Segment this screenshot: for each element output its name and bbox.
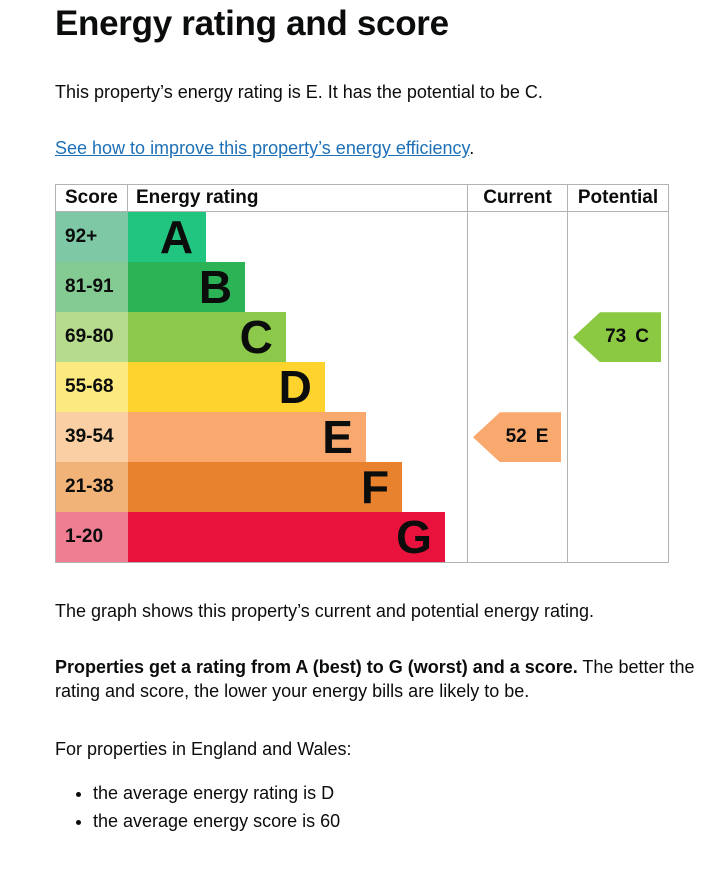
score-range-cell: 92+ [56,212,128,263]
chart-band-row: 39-54 E [56,411,467,464]
current-score-value: 52 [505,426,527,448]
rating-explanation-bold: Properties get a rating from A (best) to… [55,657,578,678]
current-column-header: Current [467,185,567,212]
rating-letter: G [396,511,432,564]
list-item: the average energy rating is D [93,781,718,805]
energy-rating-column-header: Energy rating [136,187,259,209]
rating-explanation-rest: The better the rating and score, the low… [55,657,695,702]
potential-column: 73 C [567,212,668,563]
list-item: the average energy score is 60 [93,809,718,833]
rating-explanation: Properties get a rating from A (best) to… [55,655,715,703]
rating-bar: B [128,261,246,314]
improve-energy-efficiency-link[interactable]: See how to improve this property’s energ… [55,138,470,159]
chart-band-row: 81-91 B [56,261,467,314]
chart-body: 92+ A 81-91 B 69-80 C 55-68 D 39-54 E 21… [56,211,668,564]
chart-band-row: 92+ A [56,211,467,264]
graph-caption: The graph shows this property’s current … [55,601,594,622]
page-title: Energy rating and score [55,4,449,43]
chart-band-row: 1-20 G [56,511,467,564]
score-column-header: Score [56,185,128,212]
rating-bar: F [128,461,403,514]
potential-column-header: Potential [567,185,668,212]
chart-header-row: Score Energy rating Current Potential [56,185,668,213]
rating-letter: B [198,261,233,314]
chart-band-row: 69-80 C [56,311,467,364]
rating-bar: E [128,411,366,464]
score-range-cell: 81-91 [56,262,128,313]
potential-rating-letter: C [635,326,649,348]
rating-letter: A [159,211,194,264]
rating-letter: C [239,311,273,364]
chart-rows: 92+ A 81-91 B 69-80 C 55-68 D 39-54 E 21… [56,211,467,564]
score-range-cell: 69-80 [56,312,128,363]
intro-text: This property’s energy rating is E. It h… [55,82,543,103]
rating-letter: D [278,361,312,414]
rating-bar: G [128,511,445,564]
rating-letter: E [322,411,353,464]
current-rating-arrow: 52 E [473,412,561,463]
chart-band-row: 21-38 F [56,461,467,514]
rating-bar: D [128,361,325,414]
rating-bar: A [128,211,207,264]
improve-link-line: See how to improve this property’s energ… [55,136,715,160]
score-range-cell: 1-20 [56,512,128,563]
potential-rating-arrow: 73 C [573,312,661,363]
current-column: 52 E [467,212,567,563]
energy-rating-chart: Score Energy rating Current Potential 92… [55,184,669,564]
score-range-cell: 55-68 [56,362,128,413]
chart-band-row: 55-68 D [56,361,467,414]
average-stats-list: the average energy rating is D the avera… [55,781,718,833]
rating-letter: F [361,461,390,514]
score-range-cell: 39-54 [56,412,128,463]
improve-link-suffix: . [469,138,475,159]
potential-score-value: 73 [605,326,627,348]
current-rating-letter: E [535,426,549,448]
rating-bar: C [128,311,286,364]
region-heading: For properties in England and Wales: [55,739,352,760]
score-range-cell: 21-38 [56,462,128,513]
